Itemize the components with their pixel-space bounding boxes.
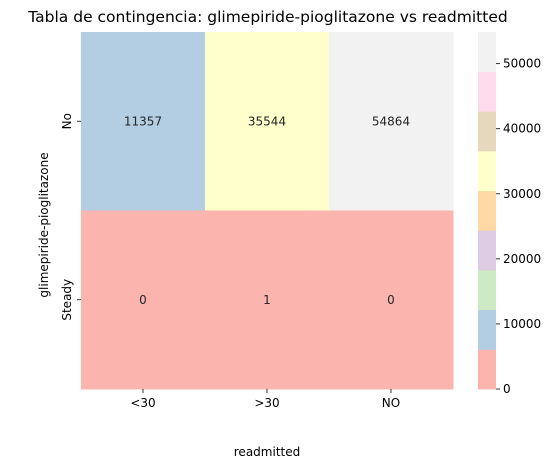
x-tick-label: <30 (130, 396, 155, 410)
colorbar-segment (478, 309, 496, 350)
heatmap-cell (81, 210, 206, 390)
heatmap-cells (81, 32, 454, 390)
x-tick-label: NO (382, 396, 400, 410)
y-tick-label: Steady (60, 279, 74, 321)
colorbar-tick-label: 50000 (503, 57, 541, 71)
heatmap-cell (205, 32, 330, 211)
cell-value-label: 35544 (248, 114, 286, 128)
y-axis-ticks: No Steady (60, 113, 81, 321)
colorbar-segment (478, 270, 496, 311)
colorbar-segment (478, 71, 496, 112)
colorbar-segment (478, 190, 496, 231)
colorbar-tick-label: 40000 (503, 122, 541, 136)
colorbar-segment (478, 111, 496, 152)
cell-value-label: 0 (387, 293, 395, 307)
colorbar-tick-label: 10000 (503, 317, 541, 331)
colorbar-segment (478, 349, 496, 390)
chart-title: Tabla de contingencia: glimepiride-piogl… (27, 8, 507, 26)
x-tick-label: >30 (254, 396, 279, 410)
colorbar-tick-label: 30000 (503, 187, 541, 201)
y-tick-label: No (60, 113, 74, 129)
cell-value-label: 54864 (372, 114, 410, 128)
heatmap-cell (329, 210, 454, 390)
colorbar-tick-label: 0 (503, 382, 511, 396)
heatmap-cell (205, 210, 330, 390)
x-axis-label: readmitted (234, 445, 300, 459)
heatmap-cell-labels: 11357 35544 54864 0 1 0 (124, 114, 410, 307)
y-axis-label: glimepiride-pioglitazone (37, 152, 51, 297)
colorbar-segment (478, 32, 496, 73)
colorbar-ticks: 0 10000 20000 30000 40000 50000 (496, 57, 541, 396)
cell-value-label: 0 (139, 293, 147, 307)
colorbar (478, 32, 496, 390)
cell-value-label: 1 (263, 293, 271, 307)
heatmap-cell (81, 32, 206, 211)
x-axis-ticks: <30 >30 NO (130, 389, 400, 410)
colorbar-segment (478, 230, 496, 271)
cell-value-label: 11357 (124, 114, 162, 128)
colorbar-tick-label: 20000 (503, 252, 541, 266)
heatmap-cell (329, 32, 454, 211)
colorbar-segment (478, 151, 496, 192)
